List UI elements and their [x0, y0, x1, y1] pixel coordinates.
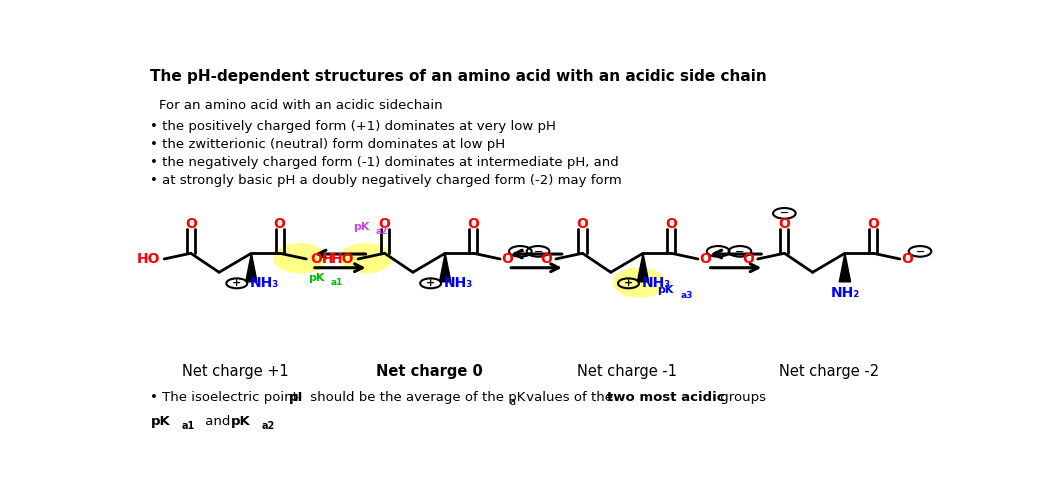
Text: O: O — [666, 217, 677, 231]
Text: O: O — [378, 217, 391, 231]
Text: pK: pK — [658, 285, 674, 295]
Text: a1: a1 — [181, 421, 195, 431]
Polygon shape — [638, 253, 649, 282]
Text: HO: HO — [330, 252, 354, 266]
Polygon shape — [440, 253, 451, 282]
Text: a: a — [510, 397, 516, 407]
Text: NH₃: NH₃ — [444, 276, 473, 290]
Text: values of the: values of the — [522, 391, 617, 404]
Text: O: O — [541, 252, 552, 266]
Ellipse shape — [340, 244, 392, 273]
Text: −: − — [534, 247, 543, 256]
Text: • the negatively charged form (-1) dominates at intermediate pH, and: • the negatively charged form (-1) domin… — [150, 156, 619, 169]
Text: • at strongly basic pH a doubly negatively charged form (-2) may form: • at strongly basic pH a doubly negative… — [150, 174, 622, 187]
Text: +: + — [624, 278, 634, 288]
Polygon shape — [246, 253, 257, 282]
Text: For an amino acid with an acidic sidechain: For an amino acid with an acidic sidecha… — [158, 99, 442, 112]
Text: groups: groups — [716, 391, 766, 404]
Ellipse shape — [274, 244, 326, 273]
Text: • the zwitterionic (neutral) form dominates at low pH: • the zwitterionic (neutral) form domina… — [150, 138, 505, 151]
Text: NH₃: NH₃ — [642, 276, 671, 290]
Text: O: O — [184, 217, 197, 231]
Text: O: O — [743, 252, 754, 266]
Text: a2: a2 — [376, 227, 388, 236]
Text: O: O — [778, 217, 790, 231]
Text: O: O — [867, 217, 879, 231]
Text: NH₃: NH₃ — [250, 276, 279, 290]
Text: NH₂: NH₂ — [830, 286, 860, 299]
Text: The pH-dependent structures of an amino acid with an acidic side chain: The pH-dependent structures of an amino … — [150, 69, 767, 84]
Text: Net charge -1: Net charge -1 — [577, 364, 677, 379]
Text: Net charge -2: Net charge -2 — [778, 364, 878, 379]
Text: Net charge +1: Net charge +1 — [182, 364, 289, 379]
Text: pK: pK — [231, 415, 251, 428]
Text: a1: a1 — [330, 279, 343, 288]
Text: −: − — [779, 208, 789, 218]
Text: O: O — [699, 252, 712, 266]
Text: O: O — [468, 217, 479, 231]
Text: OH: OH — [311, 252, 333, 266]
Text: pK: pK — [353, 222, 370, 232]
Text: pK: pK — [308, 273, 324, 283]
Text: +: + — [426, 278, 436, 288]
Text: • The isoelectric point: • The isoelectric point — [150, 391, 302, 404]
Polygon shape — [839, 253, 850, 282]
Text: pK: pK — [150, 415, 170, 428]
Text: O: O — [502, 252, 514, 266]
Text: O: O — [901, 252, 914, 266]
Text: • the positively charged form (+1) dominates at very low pH: • the positively charged form (+1) domin… — [150, 120, 556, 133]
Text: +: + — [232, 278, 242, 288]
Text: O: O — [576, 217, 589, 231]
Text: pI: pI — [290, 391, 303, 404]
Ellipse shape — [613, 268, 665, 297]
Text: −: − — [915, 247, 924, 256]
Text: should be the average of the pK: should be the average of the pK — [306, 391, 525, 404]
Text: Net charge 0: Net charge 0 — [376, 364, 482, 379]
Text: a2: a2 — [262, 421, 275, 431]
Text: HO: HO — [137, 252, 160, 266]
Text: −: − — [516, 247, 525, 256]
Text: and: and — [200, 415, 234, 428]
Text: O: O — [274, 217, 286, 231]
Text: −: − — [714, 247, 723, 256]
Text: a3: a3 — [680, 290, 693, 300]
Text: −: − — [736, 247, 745, 256]
Text: two most acidic: two most acidic — [606, 391, 724, 404]
